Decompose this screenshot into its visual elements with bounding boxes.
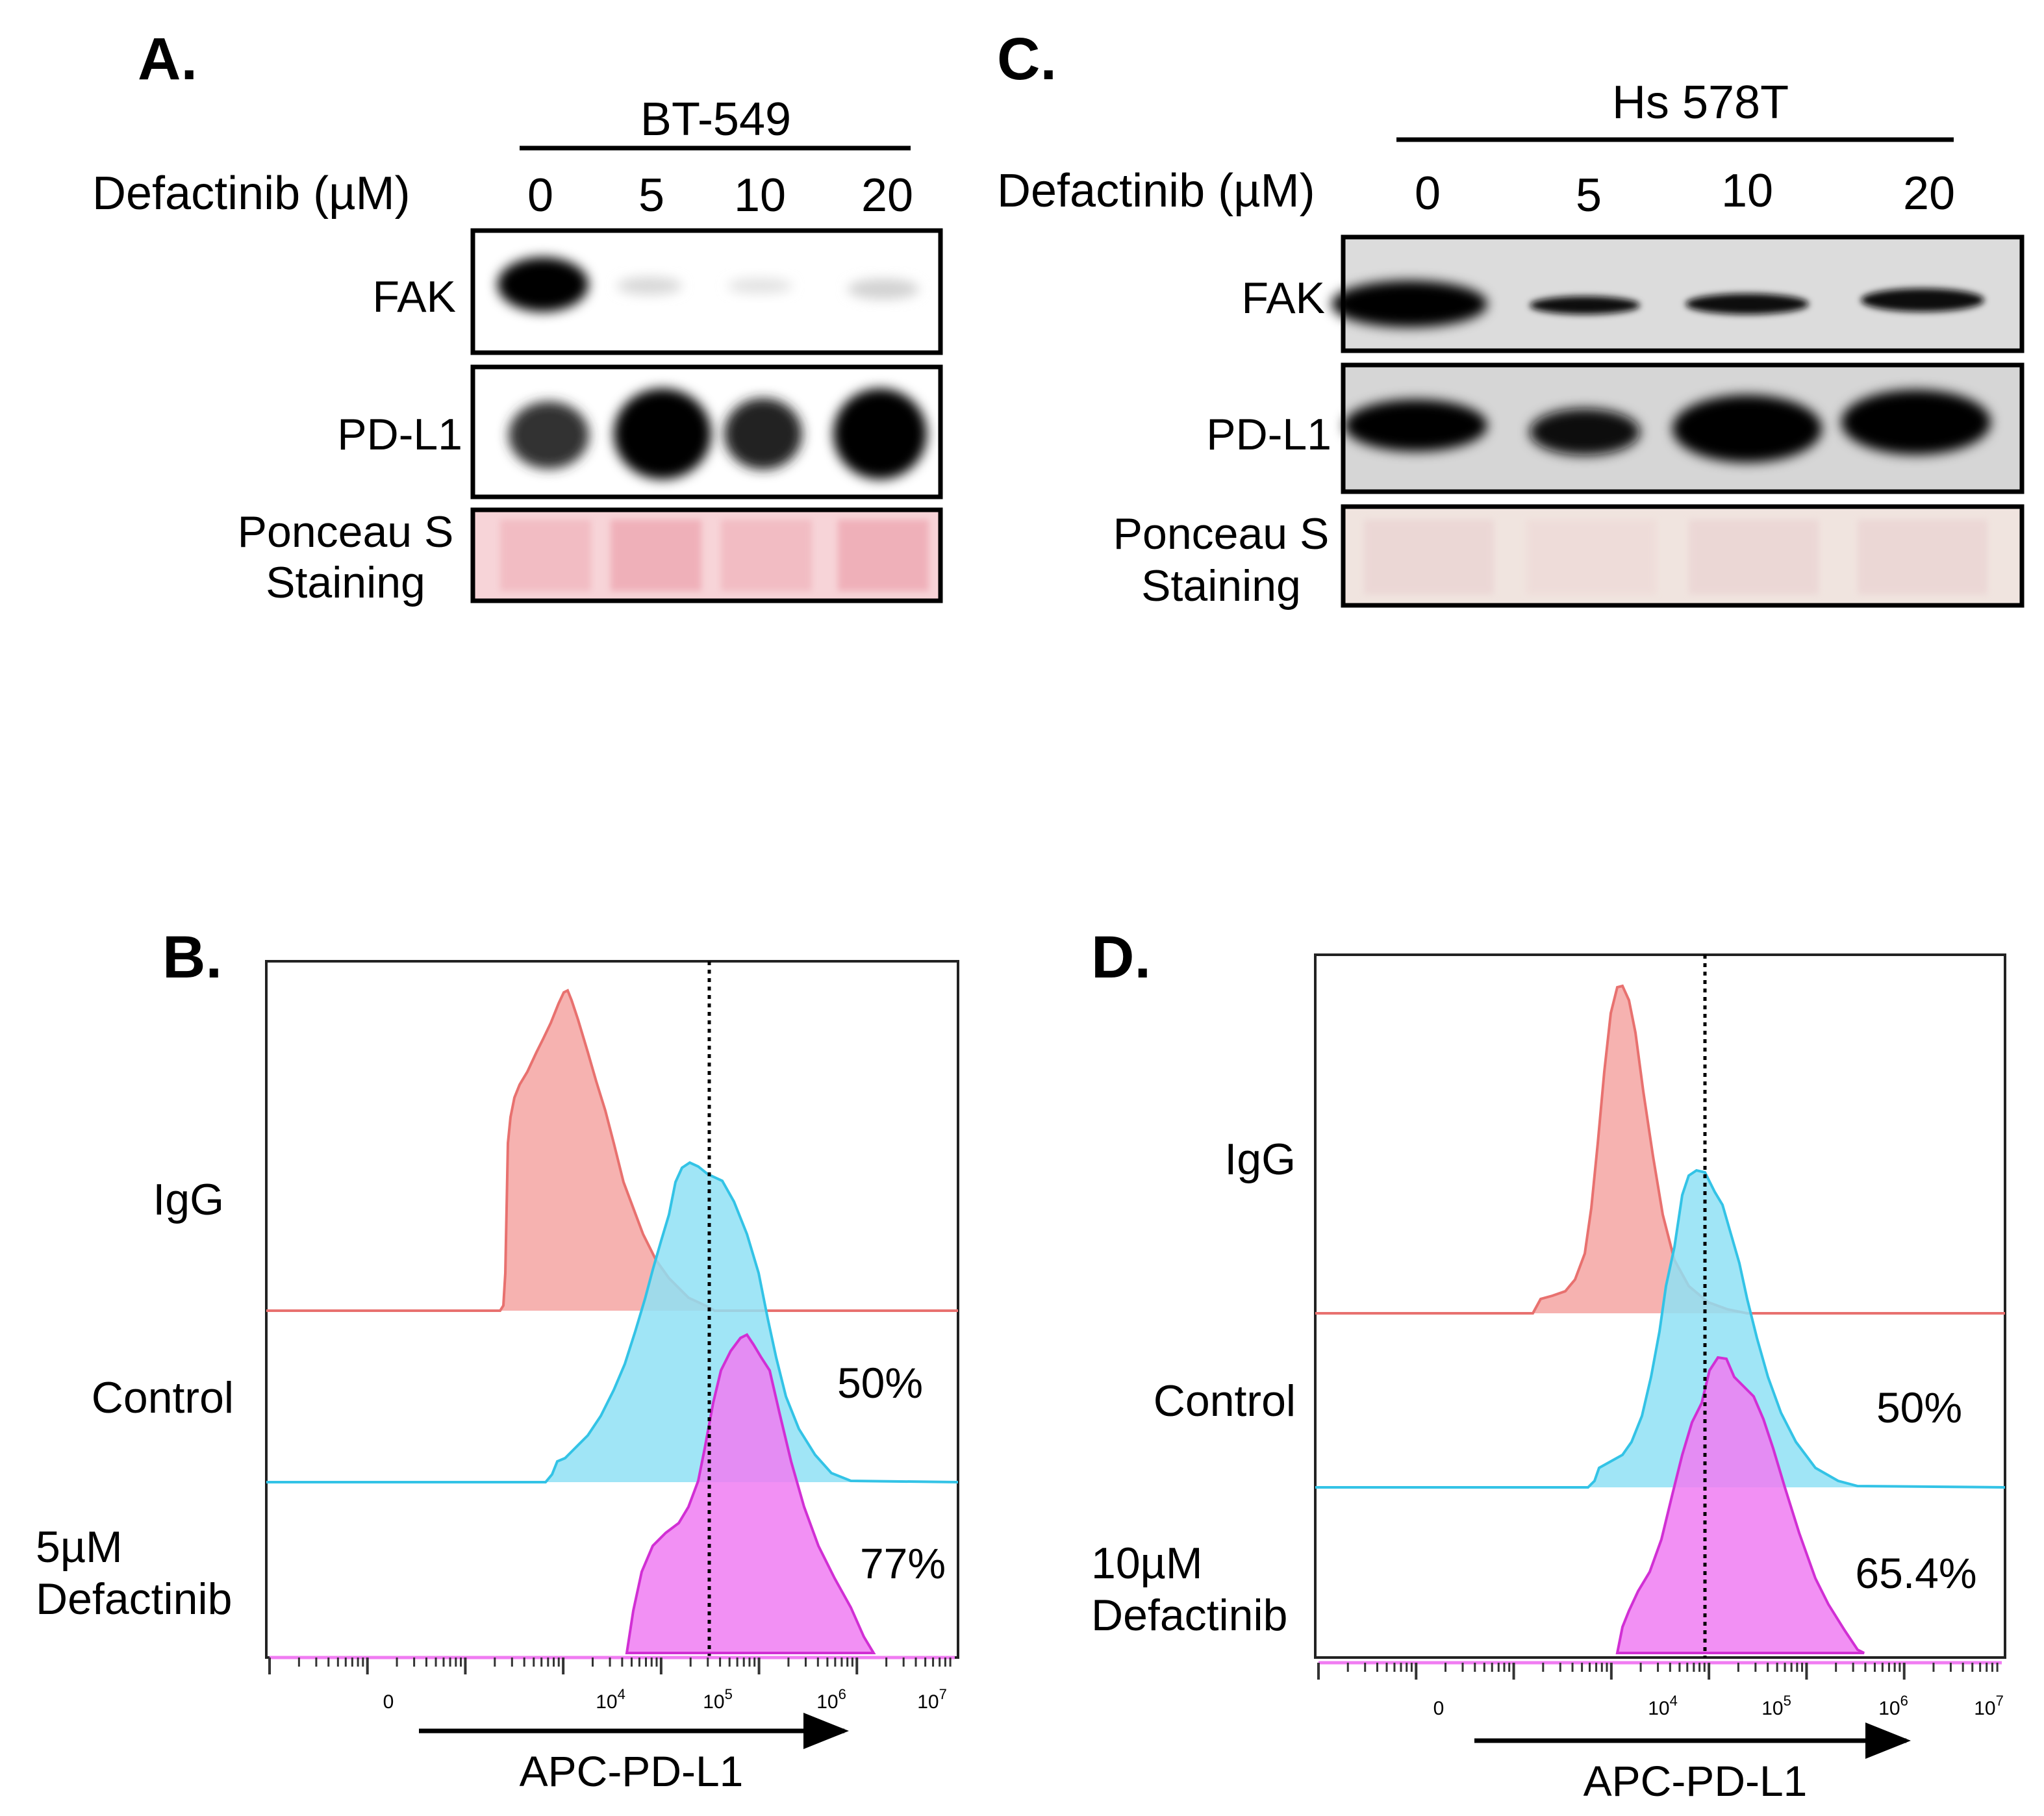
band bbox=[833, 388, 927, 479]
percent-control: 50% bbox=[1876, 1383, 1962, 1431]
dose-label: 0 bbox=[1415, 168, 1441, 220]
histogram-control bbox=[266, 1161, 959, 1483]
stain-lane bbox=[611, 520, 701, 591]
stain-lane bbox=[721, 520, 812, 591]
band bbox=[1685, 294, 1809, 314]
row-label: Defactinib bbox=[36, 1574, 232, 1624]
panel-a: A. BT-549 Defactinib (µM) 0 5 10 20 FAK … bbox=[92, 26, 943, 607]
row-label: IgG bbox=[1224, 1135, 1296, 1184]
stain-lane bbox=[1858, 520, 1987, 594]
histogram-control bbox=[1315, 1168, 2006, 1489]
band bbox=[727, 278, 792, 294]
cell-line-label: Hs 578T bbox=[1612, 77, 1789, 129]
tick-label: 106 bbox=[1878, 1693, 1908, 1719]
dose-label: 10 bbox=[734, 170, 786, 221]
x-axis-label: APC-PD-L1 bbox=[1583, 1757, 1808, 1805]
treatment-label: Defactinib (µM) bbox=[92, 168, 410, 220]
band bbox=[614, 388, 711, 479]
band bbox=[724, 398, 802, 470]
stain-lane bbox=[1526, 520, 1656, 594]
x-axis-label: APC-PD-L1 bbox=[520, 1747, 744, 1795]
tick-label: 107 bbox=[917, 1686, 947, 1713]
treatment-label: Defactinib (µM) bbox=[997, 165, 1315, 217]
dose-label: 20 bbox=[1903, 168, 1955, 220]
band bbox=[1530, 409, 1640, 455]
cell-line-label: BT-549 bbox=[640, 94, 791, 145]
x-axis-ticks bbox=[1317, 1661, 2002, 1680]
dose-labels: 0 5 10 20 bbox=[527, 170, 913, 221]
x-axis-ticks bbox=[268, 1656, 955, 1674]
row-label: 10µM bbox=[1091, 1539, 1202, 1588]
percent-defactinib: 77% bbox=[860, 1539, 946, 1587]
stain-lane bbox=[500, 520, 591, 591]
stain-label: Ponceau S bbox=[238, 507, 454, 557]
dose-label: 5 bbox=[638, 170, 664, 221]
blot-label-fak: FAK bbox=[1242, 273, 1326, 323]
band bbox=[1331, 281, 1487, 327]
panel-c: C. Hs 578T Defactinib (µM) 0 5 10 20 FAK… bbox=[997, 26, 2025, 611]
panel-b: B. IgG Control 5µM Defactinib 50% 77% 0 … bbox=[36, 924, 959, 1795]
band bbox=[1841, 390, 1991, 455]
stain-label: Staining bbox=[266, 558, 425, 607]
band bbox=[1344, 399, 1487, 451]
panel-letter: A. bbox=[138, 26, 197, 92]
tick-label: 106 bbox=[816, 1686, 846, 1713]
tick-label: 105 bbox=[1761, 1693, 1791, 1719]
histogram-defactinib bbox=[1615, 1356, 1865, 1654]
dose-label: 0 bbox=[527, 170, 553, 221]
blot-label-pdl1: PD-L1 bbox=[1206, 410, 1331, 459]
band bbox=[617, 277, 682, 295]
tick-label: 104 bbox=[1648, 1693, 1678, 1719]
band bbox=[509, 401, 589, 469]
band bbox=[1861, 288, 1984, 312]
stain-lanes bbox=[1364, 520, 1987, 594]
dose-label: 5 bbox=[1576, 170, 1602, 221]
stain-lane bbox=[1689, 520, 1819, 594]
histogram-defactinib bbox=[625, 1333, 876, 1654]
blot-bands-fak bbox=[498, 257, 919, 312]
panel-d: D. IgG Control 10µM Defactinib 50% 65.4%… bbox=[1091, 924, 2006, 1805]
blot-label-fak: FAK bbox=[373, 272, 457, 322]
band bbox=[848, 279, 919, 299]
row-label: Defactinib bbox=[1091, 1591, 1287, 1640]
stain-label: Ponceau S bbox=[1113, 509, 1330, 559]
stain-lanes bbox=[500, 520, 929, 591]
percent-control: 50% bbox=[837, 1359, 923, 1407]
row-label: Control bbox=[92, 1373, 234, 1422]
row-label: IgG bbox=[153, 1175, 224, 1224]
dose-label: 10 bbox=[1721, 165, 1773, 217]
percent-defactinib: 65.4% bbox=[1855, 1549, 1976, 1597]
band bbox=[498, 257, 588, 312]
panel-letter: D. bbox=[1091, 924, 1151, 990]
row-label: 5µM bbox=[36, 1522, 123, 1572]
tick-label: 0 bbox=[383, 1691, 394, 1713]
stain-lane bbox=[1364, 520, 1494, 594]
blot-bands-fak bbox=[1331, 281, 1984, 327]
blot-bands-pdl1 bbox=[509, 388, 927, 479]
blot-label-pdl1: PD-L1 bbox=[337, 410, 462, 459]
dose-labels: 0 5 10 20 bbox=[1415, 165, 1955, 221]
stain-label: Staining bbox=[1141, 561, 1301, 611]
panel-letter: C. bbox=[997, 26, 1057, 92]
band bbox=[1530, 296, 1640, 314]
blot-bands-pdl1 bbox=[1344, 390, 1991, 462]
band bbox=[1672, 395, 1822, 462]
tick-label: 105 bbox=[703, 1686, 733, 1713]
stain-lane bbox=[838, 520, 929, 591]
tick-label: 107 bbox=[1974, 1693, 2004, 1719]
panel-letter: B. bbox=[162, 924, 222, 990]
row-label: Control bbox=[1154, 1376, 1296, 1426]
tick-label: 0 bbox=[1433, 1698, 1445, 1719]
dose-label: 20 bbox=[861, 170, 913, 221]
tick-label: 104 bbox=[596, 1686, 625, 1713]
